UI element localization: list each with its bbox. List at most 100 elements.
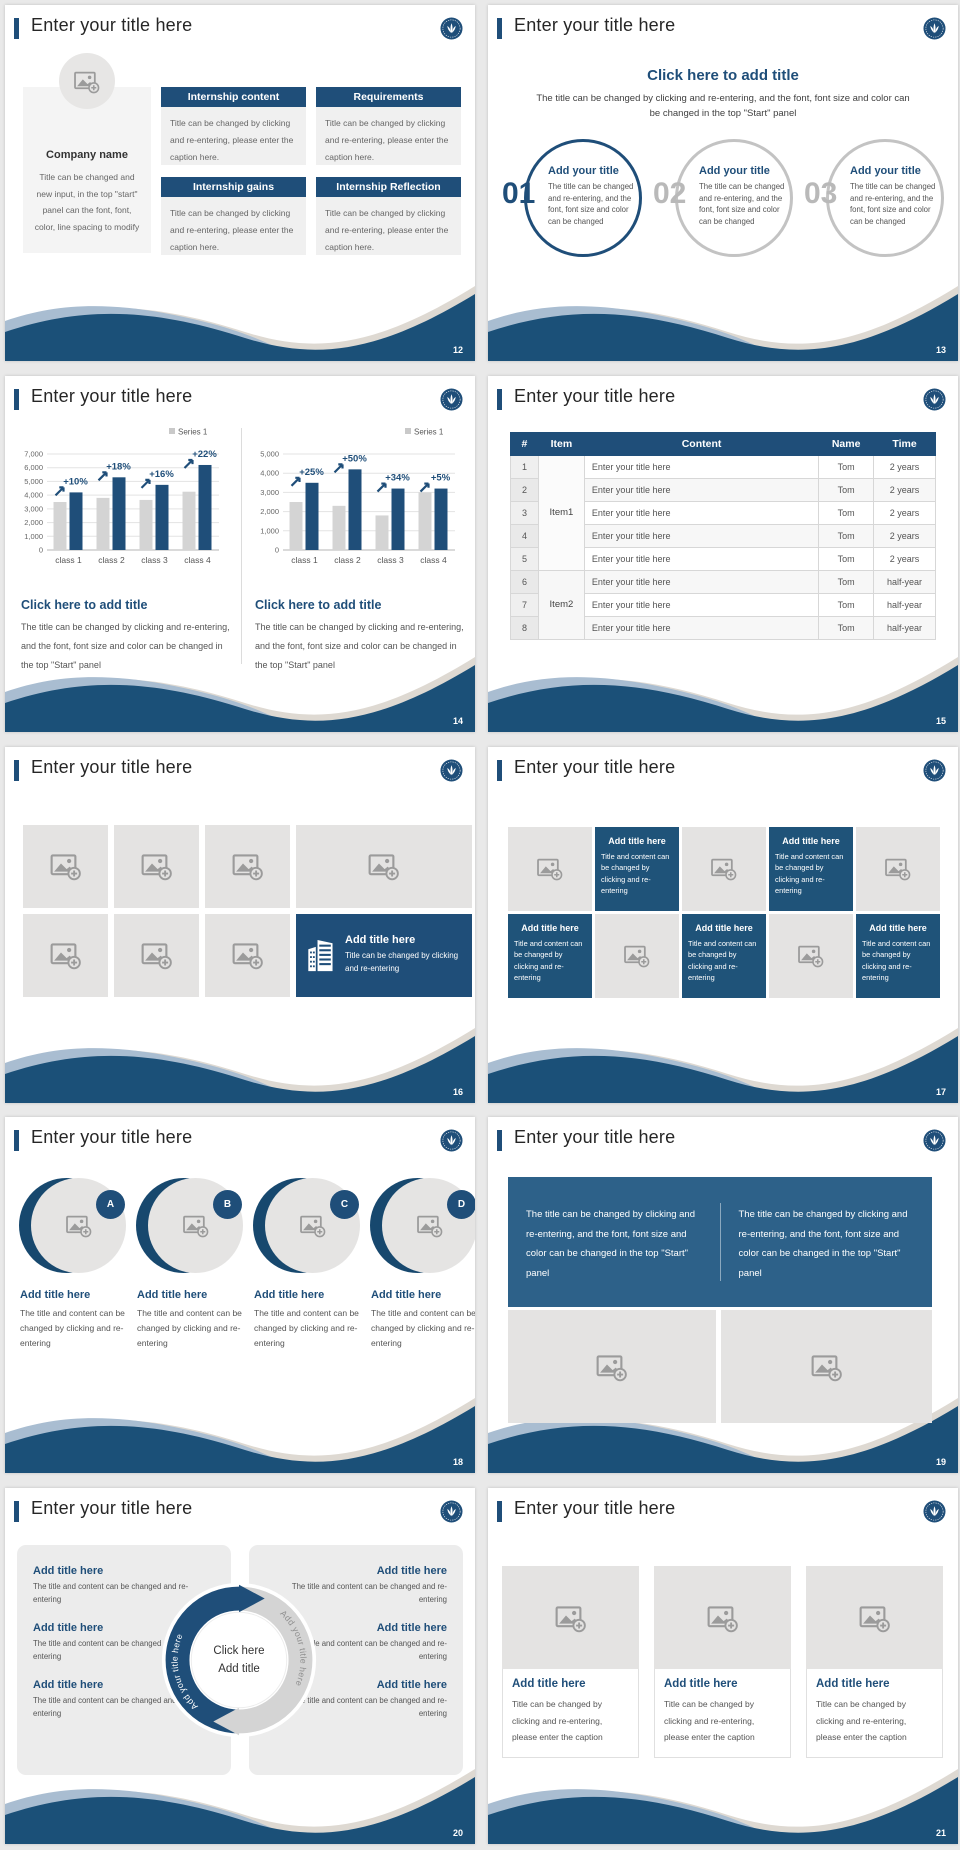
svg-text:1,000: 1,000 [24, 532, 43, 541]
lettered-item: B Add title here The title and content c… [134, 1175, 245, 1351]
slide-14-thumbnail[interactable]: Enter your title here Series 1 0 1,000 2,00… [5, 375, 475, 732]
info-box: Internship gains Title can be changed by … [161, 177, 306, 255]
slide-18-thumbnail[interactable]: Enter your title here A Add title here T… [5, 1117, 475, 1474]
slide-page-number: 12 [452, 345, 463, 355]
wave-footer [488, 1393, 958, 1474]
image-placeholder[interactable] [114, 913, 199, 997]
image-placeholder[interactable] [856, 826, 940, 911]
image-placeholder-icon [49, 940, 83, 970]
card-body: Title can be changed by clicking and re-… [816, 1699, 907, 1743]
slide-13-thumbnail[interactable]: Enter your title here Click here to add … [488, 5, 958, 361]
image-placeholder-icon [595, 1352, 629, 1382]
step-body: The title can be changed and re-entering… [548, 182, 634, 227]
image-placeholder-icon [140, 851, 174, 881]
col-header: Content [583, 431, 820, 456]
image-placeholder[interactable] [205, 913, 290, 997]
image-placeholder-wide[interactable] [296, 824, 472, 908]
slide-15-thumbnail[interactable]: Enter your title here # Item Content Nam… [488, 375, 958, 732]
slide-header: Enter your title here [5, 386, 475, 420]
step-item: 01 Add your title The title can be change… [500, 133, 651, 285]
table-header-row: # Item Content Name Time [510, 431, 936, 456]
svg-text:class 1: class 1 [55, 555, 82, 565]
slide-17-thumbnail[interactable]: Enter your title here Add title here Titl… [488, 746, 958, 1103]
slide-page-number: 14 [452, 715, 463, 726]
slide-21-thumbnail[interactable]: Enter your title here Add title here Titl… [488, 1488, 958, 1845]
col-header: Name [818, 431, 875, 456]
feature-card: Add title here Title can be changed by cl… [296, 913, 472, 997]
image-placeholder-icon [49, 851, 83, 881]
tile-body: Title and content can be changed by clic… [688, 938, 757, 982]
image-placeholder[interactable] [654, 1566, 791, 1670]
image-placeholder[interactable] [595, 913, 679, 998]
image-placeholder[interactable] [806, 1566, 943, 1670]
title-accent-bar [14, 1501, 19, 1523]
image-placeholder[interactable] [114, 824, 199, 908]
slide-16-thumbnail[interactable]: Enter your title here Add title here Titl… [5, 746, 475, 1103]
slide-title: Enter your title here [514, 15, 676, 35]
image-placeholder[interactable] [502, 1566, 639, 1670]
image-placeholder[interactable] [508, 1310, 716, 1424]
tile-title: Add title here [521, 922, 579, 933]
slide-title: Enter your title here [31, 1127, 193, 1148]
info-box-body: Title can be changed by clicking and re-… [161, 107, 306, 165]
photo-card: Add title here Title can be changed by cl… [502, 1566, 639, 1758]
section-subtitle: The title can be changed by clicking and… [536, 93, 910, 119]
info-box-title: Internship Reflection [316, 177, 461, 197]
svg-text:class 2: class 2 [334, 555, 361, 565]
svg-text:4,000: 4,000 [24, 490, 43, 499]
item-body: The title and content can be changed by … [20, 1308, 125, 1349]
building-icon [306, 937, 336, 973]
image-placeholder-icon [231, 940, 265, 970]
step-number: 03 [804, 177, 838, 210]
chart-caption: Click here to add title The title can be… [21, 598, 233, 676]
slide-page-number: 18 [452, 1457, 463, 1468]
item-title: Add title here [33, 1565, 104, 1578]
image-placeholder[interactable] [205, 824, 290, 908]
info-box: Internship Reflection Title can be change… [316, 177, 461, 255]
photo-card: Add title here Title can be changed by cl… [654, 1566, 791, 1758]
text-banner: The title can be changed by clicking and… [508, 1177, 932, 1308]
image-placeholder-icon [65, 1213, 93, 1238]
image-placeholder-icon [884, 856, 912, 881]
center-line1: Click here [213, 1644, 265, 1657]
image-placeholder-icon [416, 1213, 444, 1238]
info-box-title: Requirements [316, 87, 461, 107]
company-image-placeholder[interactable] [59, 53, 115, 109]
wave-footer [5, 652, 475, 732]
image-placeholder[interactable] [23, 913, 108, 997]
tile-title: Add title here [695, 922, 753, 933]
image-placeholder[interactable] [721, 1310, 932, 1424]
slide-title: Enter your title here [514, 385, 676, 406]
title-accent-bar [14, 759, 19, 781]
item-group-cell: Item2 [537, 569, 585, 640]
image-placeholder-icon [231, 851, 265, 881]
feature-title: Add title here [345, 934, 416, 947]
slide-12-thumbnail[interactable]: Enter your title here Company name Title… [5, 5, 475, 361]
image-placeholder[interactable] [382, 1178, 475, 1274]
tile-title: Add title here [782, 835, 840, 846]
title-accent-bar [497, 388, 502, 410]
svg-text:+10%: +10% [63, 476, 88, 487]
title-accent-bar [497, 18, 502, 39]
step-body: The title can be changed and re-entering… [699, 182, 785, 227]
slide-20-thumbnail[interactable]: Enter your title here Add title here The … [5, 1488, 475, 1845]
step-circle [826, 139, 944, 257]
svg-text:4,000: 4,000 [260, 468, 279, 477]
image-placeholder[interactable] [508, 826, 592, 911]
photo-grid: Add title here Title can be changed by cl… [23, 824, 472, 997]
text-tile: Add title here Title and content can be c… [682, 913, 766, 998]
image-placeholder[interactable] [769, 913, 853, 998]
step-circles: 01 Add your title The title can be change… [500, 133, 953, 285]
image-placeholder[interactable] [682, 826, 766, 911]
item-group-cell: Item1 [537, 454, 585, 571]
slide-19-thumbnail[interactable]: Enter your title here The title can be c… [488, 1117, 958, 1474]
table-row: 6 Item2 Enter your title here Tom half-year [510, 569, 936, 640]
column-divider [241, 427, 242, 664]
image-placeholder[interactable] [148, 1178, 243, 1274]
image-placeholder[interactable] [23, 824, 108, 908]
letter-badge: A [96, 1190, 125, 1220]
image-placeholder-icon [536, 856, 564, 881]
svg-text:class 3: class 3 [141, 555, 168, 565]
bar-chart-right: Series 1 0 1,000 2,000 3,000 4,000 5,000 +25% cl… [249, 426, 464, 568]
lettered-item: A Add title here The title and content c… [17, 1175, 128, 1351]
